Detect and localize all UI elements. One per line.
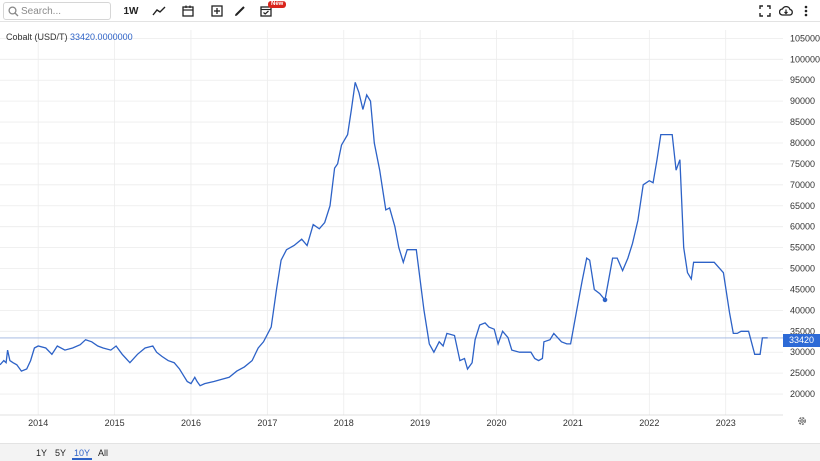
last-price-tag: 33420	[783, 334, 820, 347]
pencil-icon	[235, 6, 245, 16]
search-icon	[8, 6, 19, 17]
x-tick-label: 2019	[410, 418, 430, 428]
y-tick-label: 80000	[790, 138, 815, 148]
fullscreen-icon	[759, 5, 771, 17]
range-10y[interactable]: 10Y	[72, 448, 93, 460]
interval-button[interactable]: 1W	[120, 2, 142, 20]
y-tick-label: 35000	[790, 326, 815, 336]
download-button[interactable]	[777, 2, 795, 20]
y-tick-label: 55000	[790, 243, 815, 253]
y-tick-label: 45000	[790, 284, 815, 294]
x-axis-labels: 2014 2015 2016 2017 2018 2019 2020 2021 2022 2023	[28, 418, 736, 428]
more-menu-button[interactable]	[799, 2, 813, 20]
series-line	[0, 82, 768, 387]
new-badge: New	[268, 1, 287, 8]
more-vertical-icon	[804, 5, 808, 17]
y-tick-label: 75000	[790, 159, 815, 169]
draw-button[interactable]	[231, 2, 249, 20]
y-tick-label: 90000	[790, 96, 815, 106]
range-all[interactable]: All	[98, 448, 109, 458]
x-tick-label: 2017	[257, 418, 277, 428]
x-tick-label: 2023	[716, 418, 736, 428]
y-tick-label: 85000	[790, 117, 815, 127]
top-toolbar: 1W New	[0, 0, 820, 22]
x-tick-label: 2020	[487, 418, 507, 428]
y-tick-label: 65000	[790, 201, 815, 211]
y-tick-label: 30000	[790, 347, 815, 357]
chart-grid	[0, 30, 783, 416]
y-tick-label: 60000	[790, 222, 815, 232]
x-tick-label: 2018	[334, 418, 354, 428]
legend-value: 33420.0000000	[70, 32, 133, 42]
chart-type-button[interactable]	[150, 2, 168, 20]
x-tick-label: 2015	[105, 418, 125, 428]
x-tick-label: 2021	[563, 418, 583, 428]
interval-label: 1W	[123, 5, 139, 17]
x-tick-label: 2022	[639, 418, 659, 428]
price-chart[interactable]: 20000 25000 30000 35000 40000 45000 50000 55000…	[0, 22, 820, 442]
search-input[interactable]	[21, 4, 109, 18]
x-tick-label: 2014	[28, 418, 48, 428]
range-5y[interactable]: 5Y	[55, 448, 67, 458]
fullscreen-button[interactable]	[756, 2, 774, 20]
cloud-download-icon	[779, 5, 793, 16]
y-tick-label: 20000	[790, 389, 815, 399]
plus-box-icon	[211, 5, 223, 17]
y-tick-label: 70000	[790, 180, 815, 190]
legend-name: Cobalt (USD/T)	[6, 32, 68, 42]
chart-legend: Cobalt (USD/T) 33420.0000000	[6, 32, 133, 42]
y-tick-label: 95000	[790, 75, 815, 85]
range-1y[interactable]: 1Y	[36, 448, 48, 458]
calendar-button[interactable]	[179, 2, 197, 20]
events-button[interactable]	[257, 2, 275, 20]
y-axis-labels: 20000 25000 30000 35000 40000 45000 50000 55000…	[790, 33, 820, 399]
range-selector: 1Y 5Y 10Y All	[0, 443, 820, 461]
data-point-marker	[602, 297, 608, 303]
calendar-check-icon	[260, 6, 272, 17]
x-tick-label: 2016	[181, 418, 201, 428]
chart-settings-button[interactable]	[796, 414, 808, 432]
add-indicator-button[interactable]	[208, 2, 226, 20]
line-chart-icon	[152, 6, 166, 16]
y-tick-label: 105000	[790, 33, 820, 43]
gear-icon	[798, 417, 806, 425]
calendar-icon	[182, 5, 194, 17]
y-tick-label: 100000	[790, 54, 820, 64]
search-box[interactable]	[3, 2, 111, 20]
y-tick-label: 40000	[790, 305, 815, 315]
y-tick-label: 50000	[790, 264, 815, 274]
y-tick-label: 25000	[790, 368, 815, 378]
